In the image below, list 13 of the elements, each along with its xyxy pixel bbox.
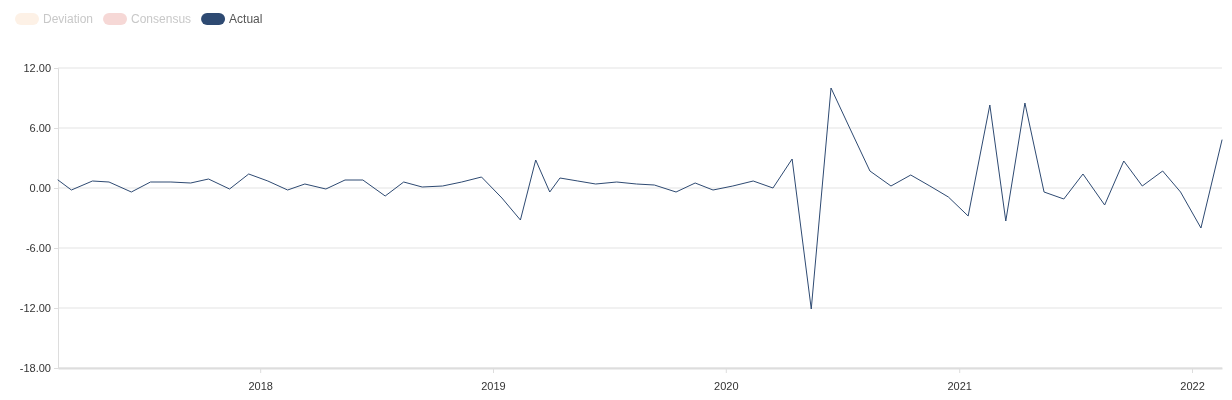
x-tick-label: 2021 <box>947 380 972 393</box>
x-tick-label: 2020 <box>714 380 739 393</box>
y-tick-label: -6.00 <box>25 242 51 255</box>
line-series <box>57 87 1223 310</box>
x-tick-label: 2019 <box>481 380 506 393</box>
y-tick-label: 0.00 <box>29 182 51 195</box>
y-tick-label: 12.00 <box>23 62 51 75</box>
x-tick-label: 2022 <box>1180 380 1205 393</box>
x-tick-label: 2018 <box>248 380 273 393</box>
legend-label: Actual <box>229 12 263 26</box>
y-tick-label: -18.00 <box>19 362 51 375</box>
y-tick-label: 6.00 <box>29 122 51 135</box>
y-tick-label: -12.00 <box>19 302 51 315</box>
